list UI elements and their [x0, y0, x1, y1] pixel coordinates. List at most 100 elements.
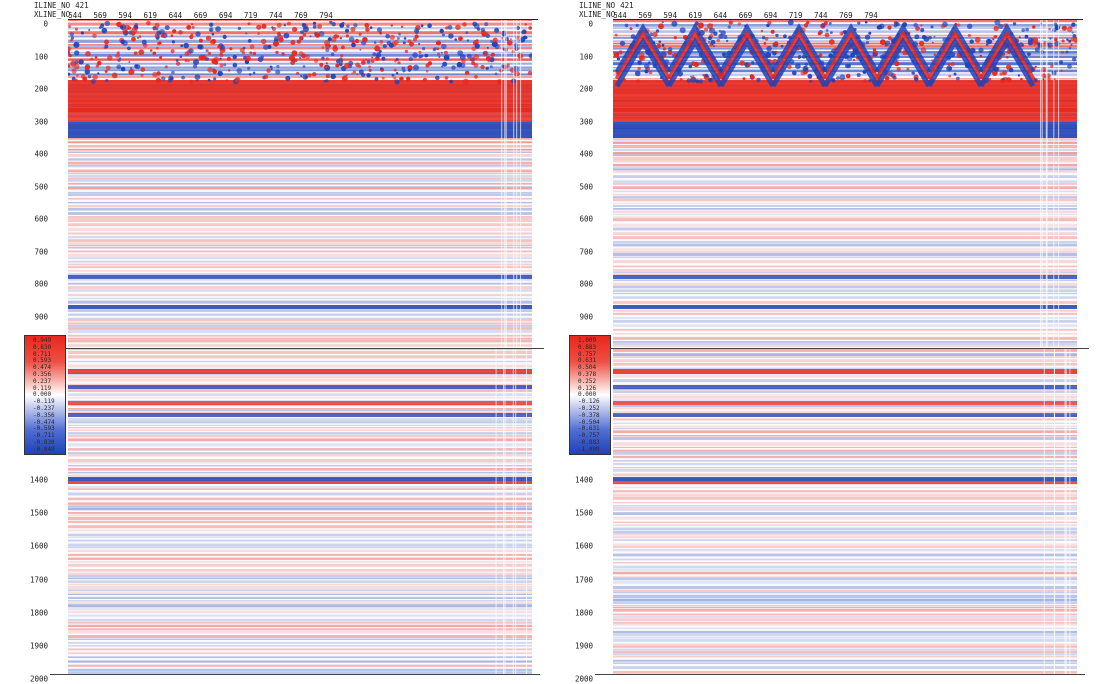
y-tick-label: 700 — [579, 247, 593, 256]
x-tick-label: 669 — [738, 11, 753, 20]
x-tick-label: 544 — [613, 11, 627, 20]
y-tick-label: 1400 — [574, 475, 593, 485]
y-tick-label: 1700 — [574, 575, 593, 585]
colorbar-label: 0.757 — [578, 350, 597, 358]
colorbar-label: 1.009 — [578, 337, 597, 344]
x-tick-label: 644 — [713, 11, 728, 20]
y-tick-label: 1800 — [574, 608, 593, 618]
y-tick-label: 800 — [579, 279, 593, 289]
iline-header: ILINE_NO 421 — [579, 2, 634, 10]
colorbar-label: 0.237 — [33, 377, 52, 385]
y-tick-label: 1800 — [29, 608, 48, 618]
y-tick-label: 0 — [588, 19, 593, 29]
iline-label: ILINE_NO — [34, 1, 71, 10]
colorbar-label: -0.757 — [578, 432, 600, 440]
colorbar-label: 0.883 — [578, 343, 597, 351]
y-tick-label: 2000 — [29, 674, 48, 684]
iline-label: ILINE_NO — [579, 1, 616, 10]
colorbar-label: 0.949 — [33, 337, 52, 344]
colorbar-label: -0.883 — [578, 439, 600, 446]
colorbar-label: 0.000 — [578, 391, 597, 399]
x-tick-label: 594 — [663, 11, 677, 20]
colorbar-label: -0.504 — [578, 418, 600, 426]
x-tick-label: 544 — [68, 11, 82, 20]
x-tick-label: 619 — [688, 11, 703, 20]
y-tick-label: 100 — [34, 52, 48, 61]
y-tick-label: 1600 — [29, 541, 48, 551]
x-tick-label: 794 — [864, 11, 878, 20]
colorbar-label: -0.949 — [33, 445, 55, 453]
y-tick-label: 900 — [34, 312, 48, 321]
xline-header: XLINE_NO — [34, 11, 70, 19]
y-tick-label: 500 — [34, 182, 48, 191]
x-tick-label: 569 — [638, 11, 652, 20]
iline-value: 421 — [620, 1, 634, 10]
y-tick-label: 100 — [579, 52, 593, 61]
y-tick-label: 1400 — [29, 475, 48, 485]
colorbar-label: -0.356 — [33, 411, 55, 419]
colorbar-label: -0.252 — [578, 405, 600, 412]
x-tick-label: 744 — [269, 11, 283, 20]
x-axis-line — [613, 19, 1083, 20]
colorbar-label: 0.126 — [578, 384, 597, 392]
y-tick-label: 600 — [34, 214, 48, 224]
y-tick-label: 400 — [34, 149, 48, 159]
colorbar-label: 0.711 — [33, 350, 52, 358]
colorbar-label: 0.000 — [33, 391, 52, 399]
x-tick-label: 719 — [788, 11, 803, 20]
colorbar: 1.009 0.883 0.757 0.631 0.504 0.378 0.252 0.126… — [569, 335, 611, 455]
y-tick-label: 600 — [579, 214, 593, 224]
x-tick-label: 719 — [243, 11, 258, 20]
x-tick-label: 669 — [193, 11, 208, 20]
colorbar-label: -0.119 — [33, 398, 55, 406]
bottom-axis-line — [50, 674, 540, 675]
seismic-section-upper — [613, 20, 1077, 348]
colorbar-label: 0.593 — [33, 357, 52, 365]
colorbar-label: 0.119 — [33, 384, 52, 392]
y-tick-label: 2000 — [574, 674, 593, 684]
x-axis-line — [68, 19, 538, 20]
colorbar-label: 0.378 — [578, 371, 597, 378]
y-tick-label: 200 — [579, 84, 593, 94]
y-tick-label: 1600 — [574, 541, 593, 551]
x-tick-label: 794 — [319, 11, 333, 20]
colorbar-gradient — [25, 336, 65, 454]
y-tick-label: 0 — [43, 19, 48, 29]
colorbar-label: 0.830 — [33, 343, 52, 351]
colorbar-label: -0.474 — [33, 418, 55, 426]
y-tick-label: 1700 — [29, 575, 48, 585]
colorbar-label: 0.252 — [578, 377, 597, 385]
colorbar-label: -0.830 — [33, 439, 55, 446]
y-tick-label: 800 — [34, 279, 48, 289]
seismic-section-lower — [613, 349, 1077, 675]
split-line — [609, 348, 1089, 349]
colorbar-label: -0.631 — [578, 425, 600, 433]
seismic-panel-right: ILINE_NO 421 XLINE_NO 544 569 594 619 644 669 694… — [565, 0, 1089, 684]
bottom-axis-line — [595, 674, 1085, 675]
x-tick-label: 594 — [118, 11, 132, 20]
seismic-panel-left: ILINE_NO 421 XLINE_NO 544 569 594 619 644 669 694… — [20, 0, 544, 684]
xline-label: XLINE_NO — [579, 10, 616, 19]
y-tick-label: 1500 — [574, 508, 593, 518]
x-tick-label: 769 — [839, 11, 853, 20]
y-tick-label: 700 — [34, 247, 48, 256]
colorbar: 0.949 0.830 0.711 0.593 0.474 0.356 0.237 0.119… — [24, 335, 66, 455]
y-tick-label: 1900 — [574, 641, 593, 651]
iline-header: ILINE_NO 421 — [34, 2, 89, 10]
y-tick-label: 200 — [34, 84, 48, 94]
x-tick-label: 744 — [814, 11, 828, 20]
split-line — [64, 348, 544, 349]
y-tick-label: 500 — [579, 182, 593, 191]
colorbar-label: -1.009 — [578, 445, 600, 453]
y-tick-label: 300 — [579, 117, 593, 126]
iline-value: 421 — [75, 1, 89, 10]
colorbar-label: -0.237 — [33, 405, 55, 412]
seismic-section-lower — [68, 349, 532, 675]
x-tick-label: 644 — [168, 11, 183, 20]
x-tick-label: 694 — [763, 11, 778, 20]
colorbar-label: 0.504 — [578, 364, 597, 372]
colorbar-label: -0.378 — [578, 411, 600, 419]
x-tick-label: 619 — [143, 11, 158, 20]
colorbar-label: 0.474 — [33, 364, 52, 372]
xline-header: XLINE_NO — [579, 11, 615, 19]
